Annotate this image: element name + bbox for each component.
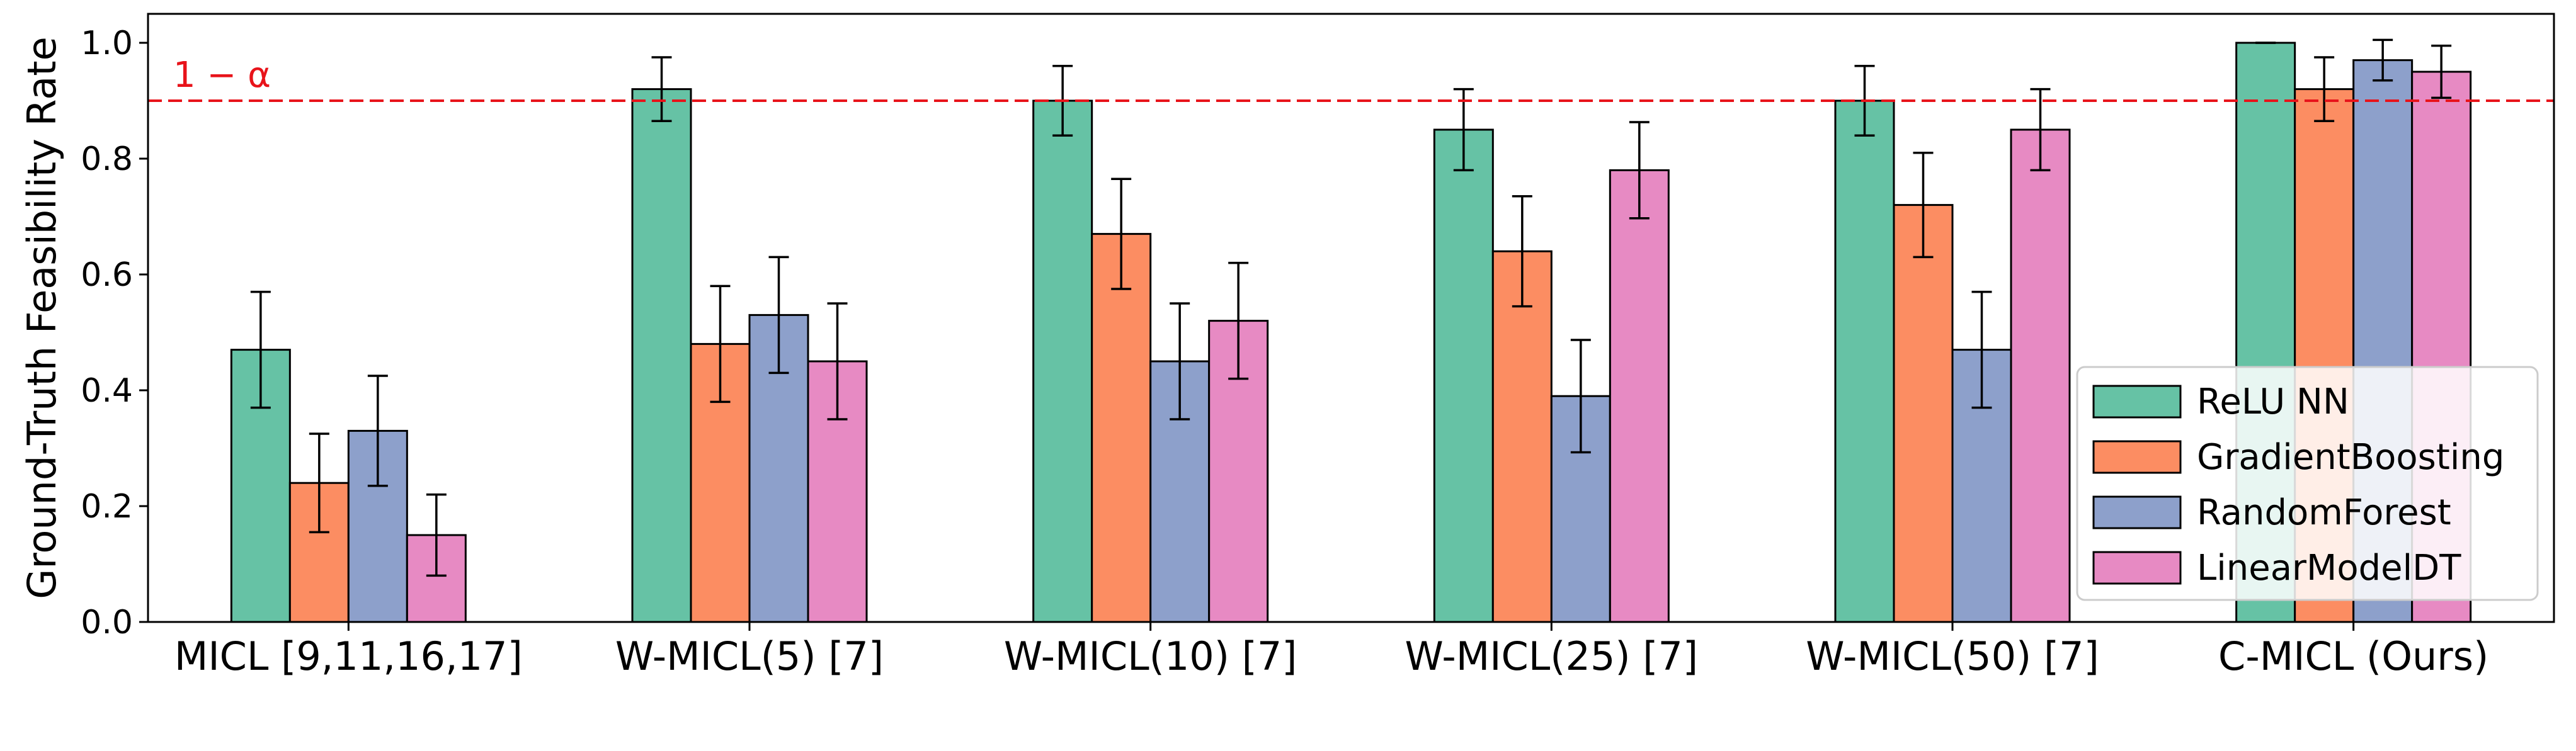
x-tick-label: C-MICL (Ours) xyxy=(2218,633,2488,679)
bar-gradientboosting-2 xyxy=(1091,233,1152,623)
x-tick-label: W-MICL(10) [7] xyxy=(1004,633,1297,679)
error-bar-randomforest-4 xyxy=(1971,290,1992,409)
error-bar-gradientboosting-4 xyxy=(1913,152,1934,259)
threshold-label: 1 − α xyxy=(173,55,271,96)
legend-swatch xyxy=(2092,440,2182,474)
legend-label: LinearModelDT xyxy=(2197,548,2461,589)
legend-label: ReLU NN xyxy=(2197,381,2349,422)
error-bar-gradientboosting-0 xyxy=(309,432,329,534)
error-bar-randomforest-5 xyxy=(2373,38,2393,82)
legend: ReLU NN GradientBoosting RandomForest Linea… xyxy=(2076,366,2539,601)
x-tick-label: W-MICL(25) [7] xyxy=(1405,633,1699,679)
error-bar-gradientboosting-2 xyxy=(1111,178,1132,290)
legend-label: GradientBoosting xyxy=(2197,437,2504,478)
error-bar-randomforest-2 xyxy=(1170,302,1190,421)
y-tick-label: 0.6 xyxy=(81,256,133,294)
x-axis: MICL [9,11,16,17] W-MICL(5) [7] W-MICL(10)… xyxy=(174,622,2488,679)
error-bar-linearmodeldt-4 xyxy=(2030,88,2051,172)
bar-relu-nn-3 xyxy=(1433,128,1494,623)
bar-relu-nn-1 xyxy=(631,88,692,623)
bar-gradientboosting-4 xyxy=(1893,204,1954,623)
legend-swatch xyxy=(2092,495,2182,529)
bar-relu-nn-4 xyxy=(1834,99,1895,623)
plot-frame xyxy=(147,13,2555,623)
bar-linearmodeldt-4 xyxy=(2010,128,2071,623)
bar-linearmodeldt-0 xyxy=(406,534,467,623)
x-tick-label: MICL [9,11,16,17] xyxy=(174,633,523,679)
error-bar-randomforest-3 xyxy=(1570,339,1591,454)
error-bar-linearmodeldt-5 xyxy=(2431,44,2452,99)
error-bars-layer xyxy=(250,38,2452,577)
x-tick-label: W-MICL(50) [7] xyxy=(1806,633,2099,679)
error-bar-gradientboosting-1 xyxy=(710,285,731,404)
error-bar-relu-nn-1 xyxy=(651,56,672,122)
y-tick-label: 0.2 xyxy=(81,488,133,526)
y-tick-label: 0.0 xyxy=(81,604,133,641)
error-bar-linearmodeldt-2 xyxy=(1228,261,1249,380)
legend-label: RandomForest xyxy=(2197,492,2451,533)
error-bar-linearmodeldt-0 xyxy=(426,493,447,577)
error-bar-relu-nn-3 xyxy=(1453,88,1474,172)
legend-swatch xyxy=(2092,551,2182,585)
error-bar-randomforest-1 xyxy=(768,256,789,375)
y-tick-label: 0.8 xyxy=(81,140,133,178)
error-bar-linearmodeldt-1 xyxy=(827,302,848,421)
error-bar-linearmodeldt-3 xyxy=(1629,121,1650,220)
legend-box xyxy=(2076,366,2539,601)
bar-relu-nn-2 xyxy=(1032,99,1093,623)
y-axis-label: Ground-Truth Feasibility Rate xyxy=(19,37,65,599)
y-tick-label: 1.0 xyxy=(81,25,133,62)
y-tick-label: 0.4 xyxy=(81,372,133,410)
error-bar-relu-nn-0 xyxy=(250,290,271,409)
legend-swatch xyxy=(2092,385,2182,419)
bar-linearmodeldt-3 xyxy=(1609,169,1670,623)
y-axis: 0.0 0.2 0.4 0.6 0.8 1.0 xyxy=(81,25,148,641)
x-tick-label: W-MICL(5) [7] xyxy=(615,633,884,679)
error-bar-randomforest-0 xyxy=(367,375,388,487)
error-bar-gradientboosting-3 xyxy=(1512,195,1532,308)
error-bar-gradientboosting-5 xyxy=(2314,56,2335,122)
